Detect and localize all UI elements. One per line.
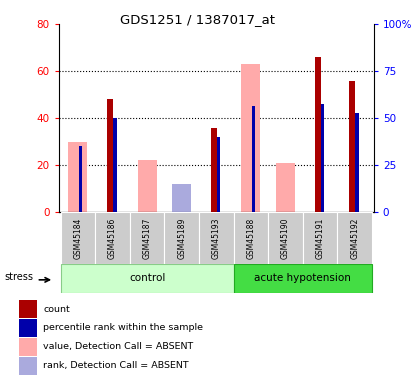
Text: count: count	[43, 304, 70, 313]
Bar	[19, 338, 37, 356]
Text: rank, Detection Call = ABSENT: rank, Detection Call = ABSENT	[43, 362, 189, 370]
Bar	[349, 81, 355, 212]
Bar	[252, 106, 255, 212]
Bar	[234, 264, 372, 292]
Bar	[268, 212, 303, 264]
Bar	[19, 357, 37, 375]
Bar	[241, 64, 260, 212]
Text: GSM45192: GSM45192	[350, 217, 359, 259]
Text: value, Detection Call = ABSENT: value, Detection Call = ABSENT	[43, 342, 194, 351]
Bar	[138, 160, 157, 212]
Bar	[172, 184, 191, 212]
Bar	[276, 163, 295, 212]
Text: acute hypotension: acute hypotension	[255, 273, 351, 284]
Bar	[172, 195, 191, 212]
Bar	[130, 212, 164, 264]
Text: stress: stress	[5, 272, 34, 282]
Text: control: control	[129, 273, 165, 284]
Bar	[19, 319, 37, 337]
Bar	[303, 212, 337, 264]
Bar	[164, 212, 199, 264]
Bar	[337, 212, 372, 264]
Bar	[199, 212, 234, 264]
Bar	[113, 118, 117, 212]
Text: percentile rank within the sample: percentile rank within the sample	[43, 324, 203, 333]
Text: GSM45186: GSM45186	[108, 217, 117, 259]
Bar	[60, 264, 234, 292]
Text: GSM45190: GSM45190	[281, 217, 290, 259]
Text: GDS1251 / 1387017_at: GDS1251 / 1387017_at	[120, 13, 275, 26]
Bar	[95, 212, 130, 264]
Bar	[79, 146, 82, 212]
Text: GSM45188: GSM45188	[247, 217, 255, 259]
Bar	[19, 300, 37, 318]
Text: GSM45184: GSM45184	[74, 217, 82, 259]
Bar	[355, 113, 359, 212]
Bar	[234, 212, 268, 264]
Text: GSM45193: GSM45193	[212, 217, 221, 259]
Bar	[321, 104, 324, 212]
Bar	[315, 57, 321, 212]
Bar	[211, 128, 217, 212]
Bar	[68, 142, 87, 212]
Bar	[60, 212, 95, 264]
Text: GSM45191: GSM45191	[316, 217, 325, 259]
Bar	[217, 137, 221, 212]
Text: GSM45187: GSM45187	[142, 217, 152, 259]
Text: GSM45189: GSM45189	[177, 217, 186, 259]
Bar	[107, 99, 113, 212]
